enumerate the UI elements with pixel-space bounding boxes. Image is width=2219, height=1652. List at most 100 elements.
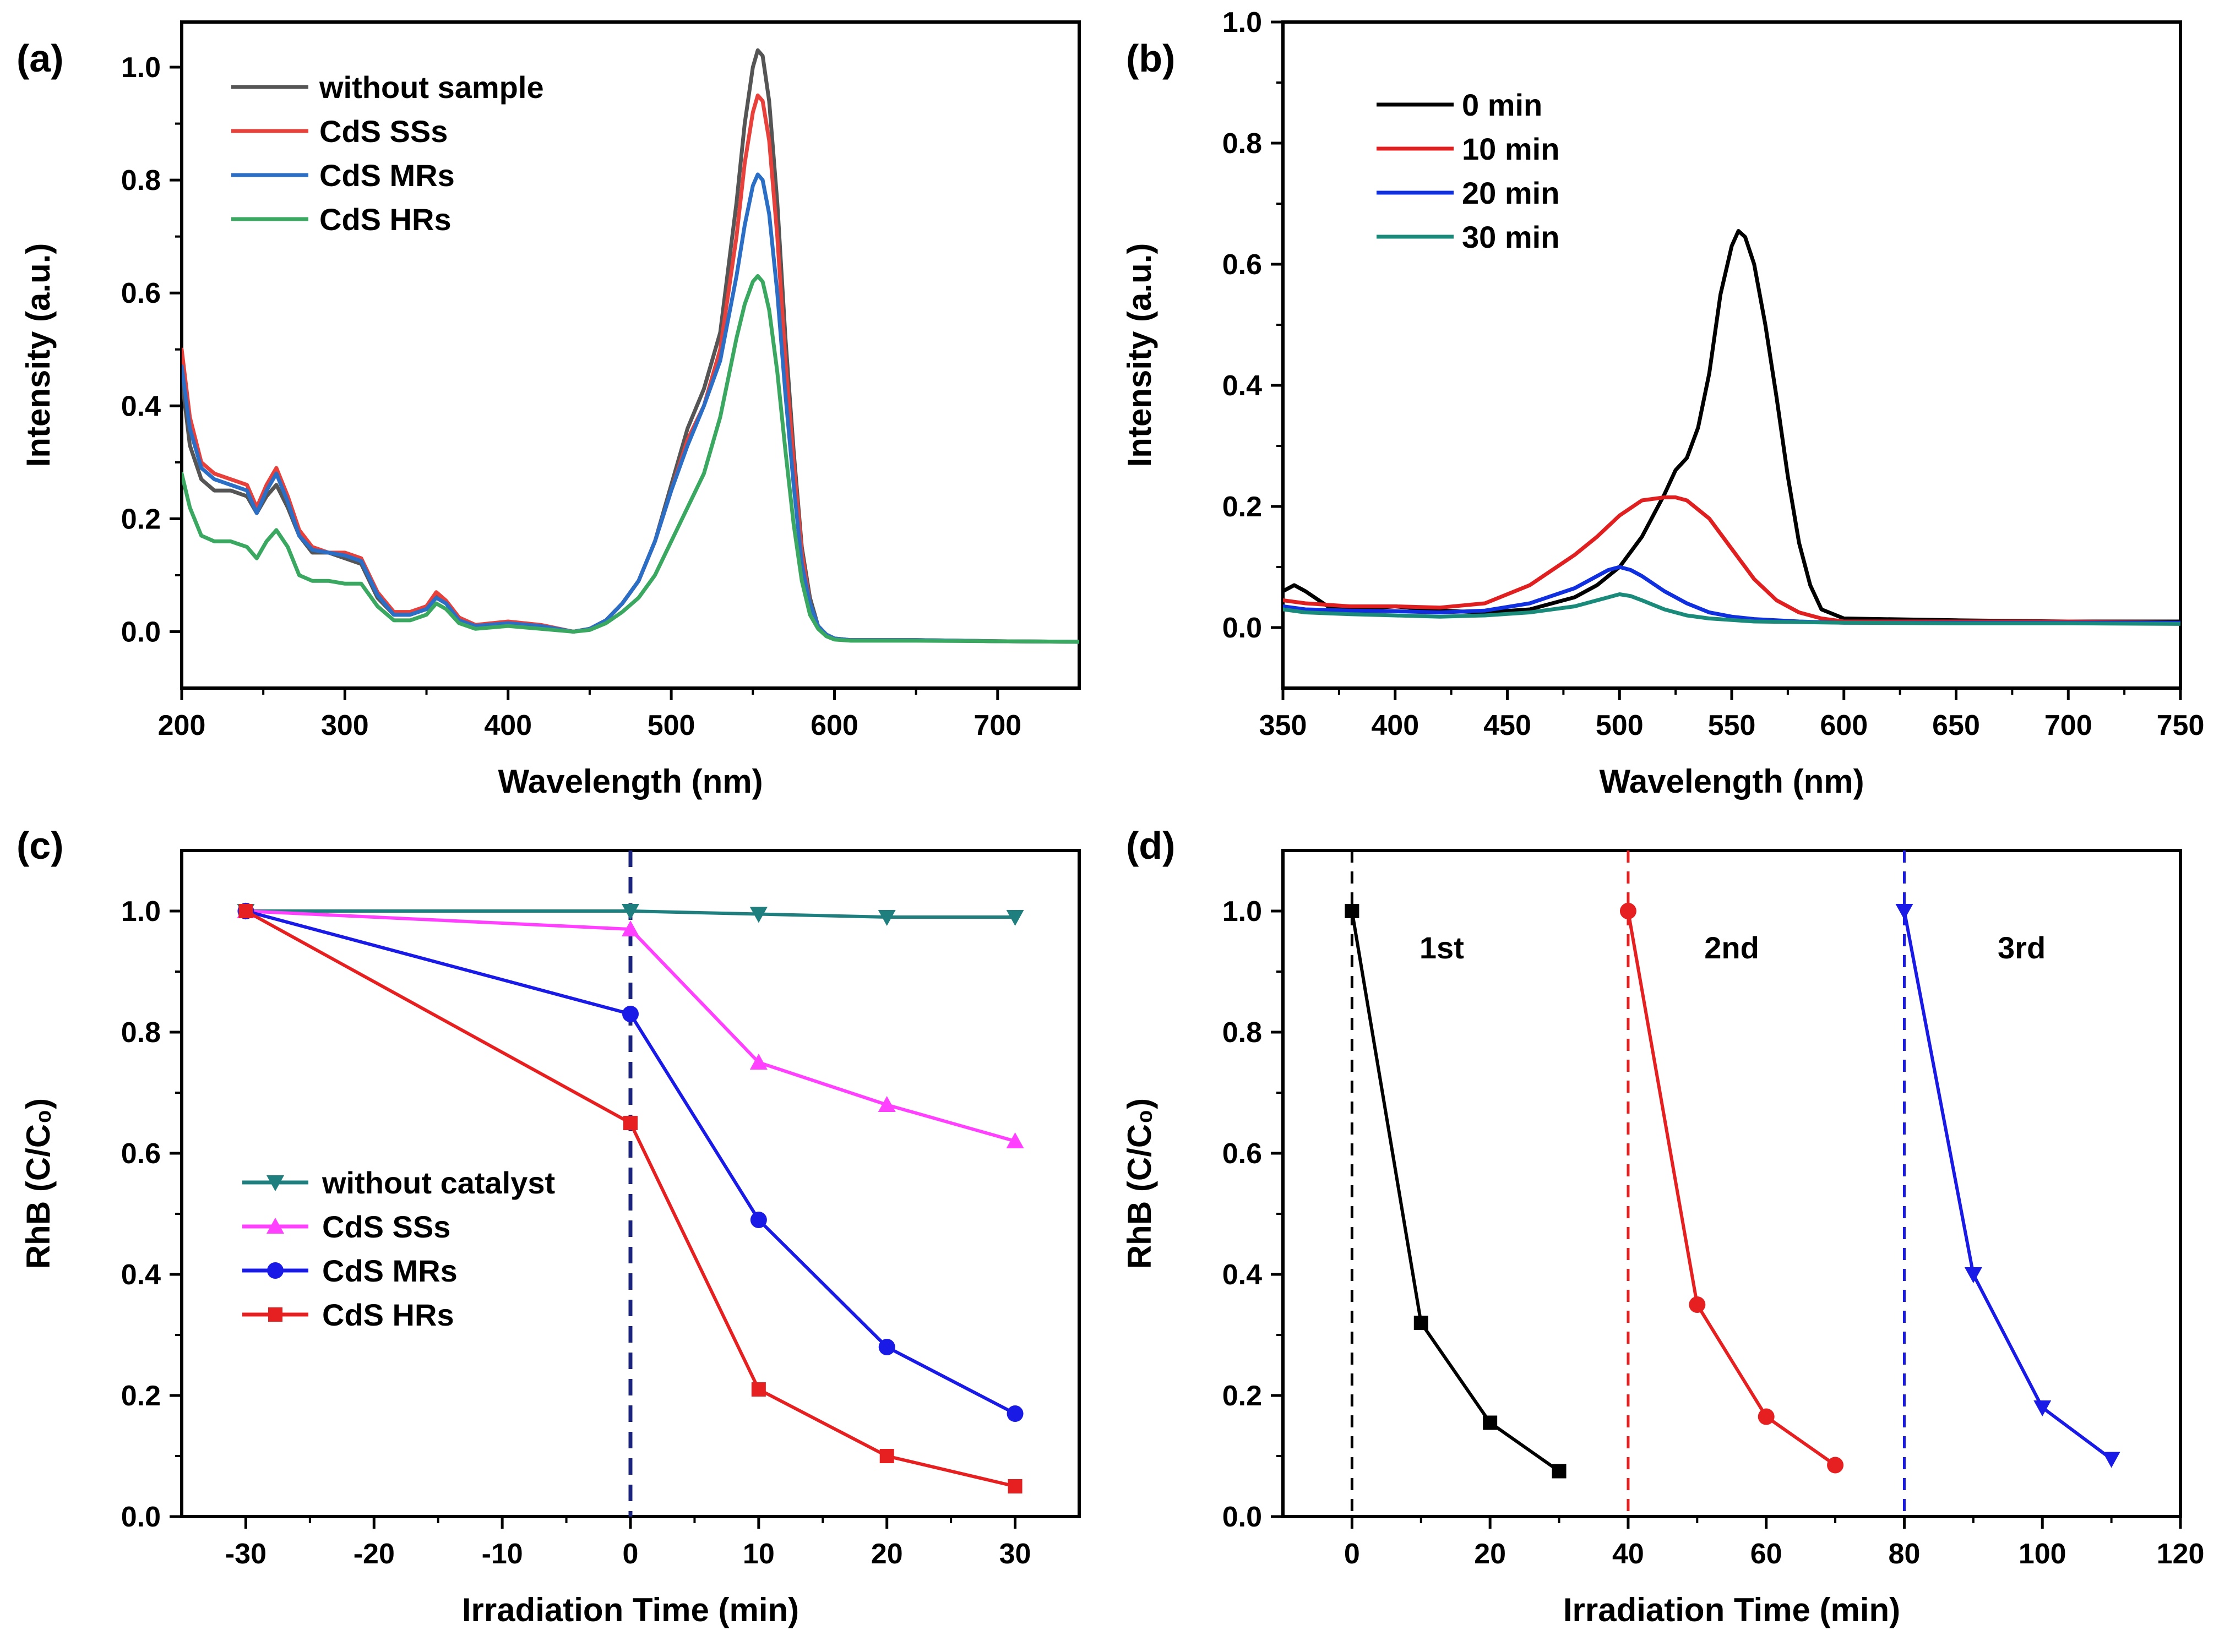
data-point-d-1 bbox=[1619, 903, 1636, 919]
data-point-d-0 bbox=[1413, 1316, 1428, 1330]
data-point-c-3 bbox=[879, 1449, 894, 1463]
data-point-d-2 bbox=[1964, 1267, 1982, 1283]
data-point-d-1 bbox=[1758, 1408, 1775, 1425]
data-point-c-2 bbox=[750, 1212, 767, 1228]
data-point-d-2 bbox=[1895, 904, 1913, 920]
panel-letter-b: (b) bbox=[1126, 37, 1175, 80]
series-group-d bbox=[1345, 850, 2120, 1517]
x-tick-label-c: 20 bbox=[871, 1538, 903, 1570]
x-tick-label-b: 550 bbox=[1708, 710, 1756, 742]
legend-label-b-1: 10 min bbox=[1462, 132, 1559, 166]
x-tick-label-c: -10 bbox=[482, 1538, 523, 1570]
x-tick-label-d: 120 bbox=[2157, 1538, 2205, 1570]
y-tick-label-a: 0.4 bbox=[121, 390, 161, 422]
series-line-d-2 bbox=[1902, 909, 2113, 1461]
legend-label-b-3: 30 min bbox=[1462, 220, 1559, 254]
legend-b: 0 min 10 min 20 min 30 min bbox=[1377, 88, 1559, 254]
y-axis-title-d: RhB (C/C₀) bbox=[1121, 1098, 1158, 1269]
legend-marker-c-3 bbox=[268, 1307, 282, 1322]
series-line-a-3 bbox=[182, 274, 1079, 644]
legend-label-c-0: without catalyst bbox=[322, 1165, 555, 1200]
data-point-c-0 bbox=[749, 907, 768, 923]
data-point-c-3 bbox=[1008, 1479, 1023, 1493]
x-tick-label-a: 300 bbox=[321, 710, 369, 742]
y-tick-label-a: 1.0 bbox=[121, 52, 161, 84]
y-tick-label-d: 1.0 bbox=[1222, 896, 1262, 928]
y-axis-title-a: Intensity (a.u.) bbox=[20, 243, 57, 467]
legend-c: without catalyst CdS SSs CdS MRs CdS HRs bbox=[242, 1165, 555, 1332]
data-point-c-3 bbox=[751, 1382, 766, 1397]
legend-marker-c-1 bbox=[267, 1218, 284, 1234]
chart-panel-b: (b) 350 400 450 500 550 600 650 700 750 0.0 0.2 0.4 0… bbox=[1121, 7, 2204, 800]
data-point-c-2 bbox=[878, 1339, 895, 1355]
x-axis-title-a: Wavelength (nm) bbox=[498, 763, 763, 800]
x-tick-label-b: 400 bbox=[1371, 710, 1419, 742]
x-tick-label-b: 650 bbox=[1932, 710, 1980, 742]
x-tick-label-b: 450 bbox=[1483, 710, 1531, 742]
chart-panel-c: (c) -30 -20 -10 0 10 20 30 0.0 0.2 0.4 0.6 0.8 1.0 Irr… bbox=[17, 824, 1081, 1628]
y-tick-label-b: 0.4 bbox=[1222, 370, 1262, 402]
data-point-c-0 bbox=[1006, 910, 1024, 926]
legend-label-a-0: without sample bbox=[319, 70, 544, 105]
y-tick-label-d: 0.0 bbox=[1222, 1501, 1262, 1533]
series-group-c bbox=[237, 902, 1024, 1493]
x-tick-label-a: 600 bbox=[811, 710, 858, 742]
legend-marker-c-2 bbox=[267, 1262, 284, 1279]
legend-label-c-1: CdS SSs bbox=[322, 1209, 450, 1244]
y-tick-label-d: 0.4 bbox=[1222, 1259, 1262, 1291]
x-tick-label-b: 700 bbox=[2044, 710, 2092, 742]
panel-letter-d: (d) bbox=[1126, 824, 1175, 867]
y-axis-title-b: Intensity (a.u.) bbox=[1121, 243, 1158, 467]
data-point-d-0 bbox=[1345, 904, 1359, 918]
y-tick-label-d: 0.8 bbox=[1222, 1017, 1262, 1049]
data-point-c-3 bbox=[238, 904, 253, 918]
data-point-c-1 bbox=[749, 1054, 768, 1070]
data-point-c-1 bbox=[1006, 1132, 1024, 1148]
data-point-c-3 bbox=[623, 1116, 638, 1130]
x-tick-label-a: 500 bbox=[648, 710, 695, 742]
x-tick-label-a: 700 bbox=[973, 710, 1021, 742]
annotation-d-2: 3rd bbox=[1998, 930, 2046, 965]
legend-label-c-3: CdS HRs bbox=[322, 1297, 454, 1332]
legend-label-a-1: CdS SSs bbox=[319, 114, 448, 149]
panel-letter-c: (c) bbox=[17, 824, 64, 867]
x-axis-title-b: Wavelength (nm) bbox=[1599, 763, 1864, 800]
x-tick-label-c: 30 bbox=[999, 1538, 1031, 1570]
x-tick-label-b: 500 bbox=[1596, 710, 1644, 742]
x-tick-label-d: 100 bbox=[2019, 1538, 2066, 1570]
y-tick-label-a: 0.0 bbox=[121, 616, 161, 648]
x-tick-label-d: 0 bbox=[1344, 1538, 1360, 1570]
legend-label-b-2: 20 min bbox=[1462, 176, 1559, 210]
x-tick-label-b: 750 bbox=[2157, 710, 2205, 742]
x-tick-label-a: 400 bbox=[484, 710, 532, 742]
data-point-c-0 bbox=[878, 910, 896, 926]
y-tick-label-d: 0.6 bbox=[1222, 1138, 1262, 1170]
x-axis-title-d: Irradiation Time (min) bbox=[1563, 1591, 1900, 1628]
x-tick-label-c: -20 bbox=[353, 1538, 395, 1570]
y-tick-label-c: 0.0 bbox=[121, 1501, 161, 1533]
series-line-b-1 bbox=[1283, 495, 2180, 625]
data-point-c-1 bbox=[622, 920, 639, 936]
data-point-c-2 bbox=[1007, 1405, 1024, 1422]
panel-letter-a: (a) bbox=[17, 37, 64, 80]
plot-frame-d bbox=[1281, 849, 2182, 1518]
data-point-d-2 bbox=[2102, 1452, 2120, 1468]
legend-marker-c-0 bbox=[267, 1175, 284, 1191]
chart-panel-a: (a) 200 300 400 500 600 700 0.0 0.2 0.4 0.6 0.8 1.0 W… bbox=[17, 20, 1081, 800]
data-point-c-1 bbox=[878, 1096, 896, 1112]
legend-label-a-2: CdS MRs bbox=[319, 158, 455, 193]
y-tick-label-a: 0.6 bbox=[121, 277, 161, 309]
x-tick-label-c: 10 bbox=[743, 1538, 775, 1570]
x-tick-label-d: 80 bbox=[1889, 1538, 1921, 1570]
annotation-d-1: 2nd bbox=[1704, 930, 1759, 965]
y-tick-label-a: 0.8 bbox=[121, 165, 161, 197]
x-tick-label-d: 60 bbox=[1750, 1538, 1782, 1570]
x-tick-label-a: 200 bbox=[158, 710, 206, 742]
legend-label-c-2: CdS MRs bbox=[322, 1253, 458, 1288]
data-point-d-0 bbox=[1483, 1415, 1498, 1430]
data-point-d-0 bbox=[1552, 1464, 1567, 1479]
data-point-c-0 bbox=[622, 904, 639, 920]
